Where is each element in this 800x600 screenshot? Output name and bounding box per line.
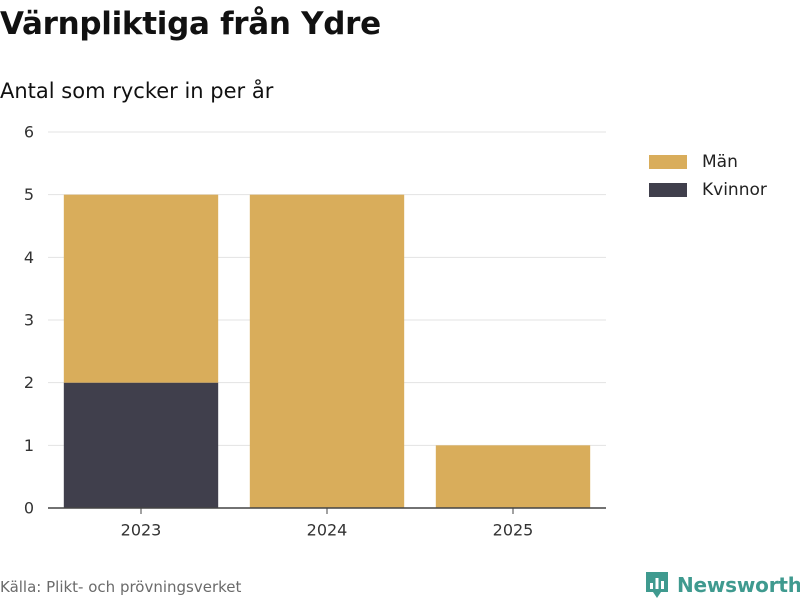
bar-m-n-2025 <box>435 445 591 508</box>
chart-legend: Män Kvinnor <box>649 148 767 204</box>
brand-name: Newsworthy <box>677 573 800 597</box>
x-tick-label-2025: 2025 <box>493 521 534 540</box>
chart-title: Värnpliktiga från Ydre <box>0 6 381 42</box>
legend-swatch-man <box>649 155 687 169</box>
brand-logo: Newsworthy <box>644 570 800 600</box>
legend-item-man: Män <box>649 148 767 176</box>
bar-kvinnor-2023 <box>63 382 219 508</box>
y-tick-label-6: 6 <box>24 123 34 142</box>
x-tick-label-2024: 2024 <box>307 521 348 540</box>
chart-subtitle: Antal som rycker in per år <box>0 79 274 103</box>
legend-swatch-kvinnor <box>649 183 687 197</box>
y-tick-label-3: 3 <box>24 311 34 330</box>
source-note: Källa: Plikt- och prövningsverket <box>0 578 242 596</box>
bar-m-n-2023 <box>63 194 219 383</box>
y-tick-label-4: 4 <box>24 248 34 267</box>
legend-label-man: Män <box>702 152 738 172</box>
legend-item-kvinnor: Kvinnor <box>649 176 767 204</box>
y-tick-label-0: 0 <box>24 499 34 518</box>
bar-m-n-2024 <box>249 194 405 508</box>
y-tick-label-2: 2 <box>24 373 34 392</box>
y-tick-label-5: 5 <box>24 185 34 204</box>
x-tick-label-2023: 2023 <box>121 521 162 540</box>
newsworthy-logo-icon <box>646 572 668 598</box>
y-tick-label-1: 1 <box>24 436 34 455</box>
legend-label-kvinnor: Kvinnor <box>702 180 767 200</box>
